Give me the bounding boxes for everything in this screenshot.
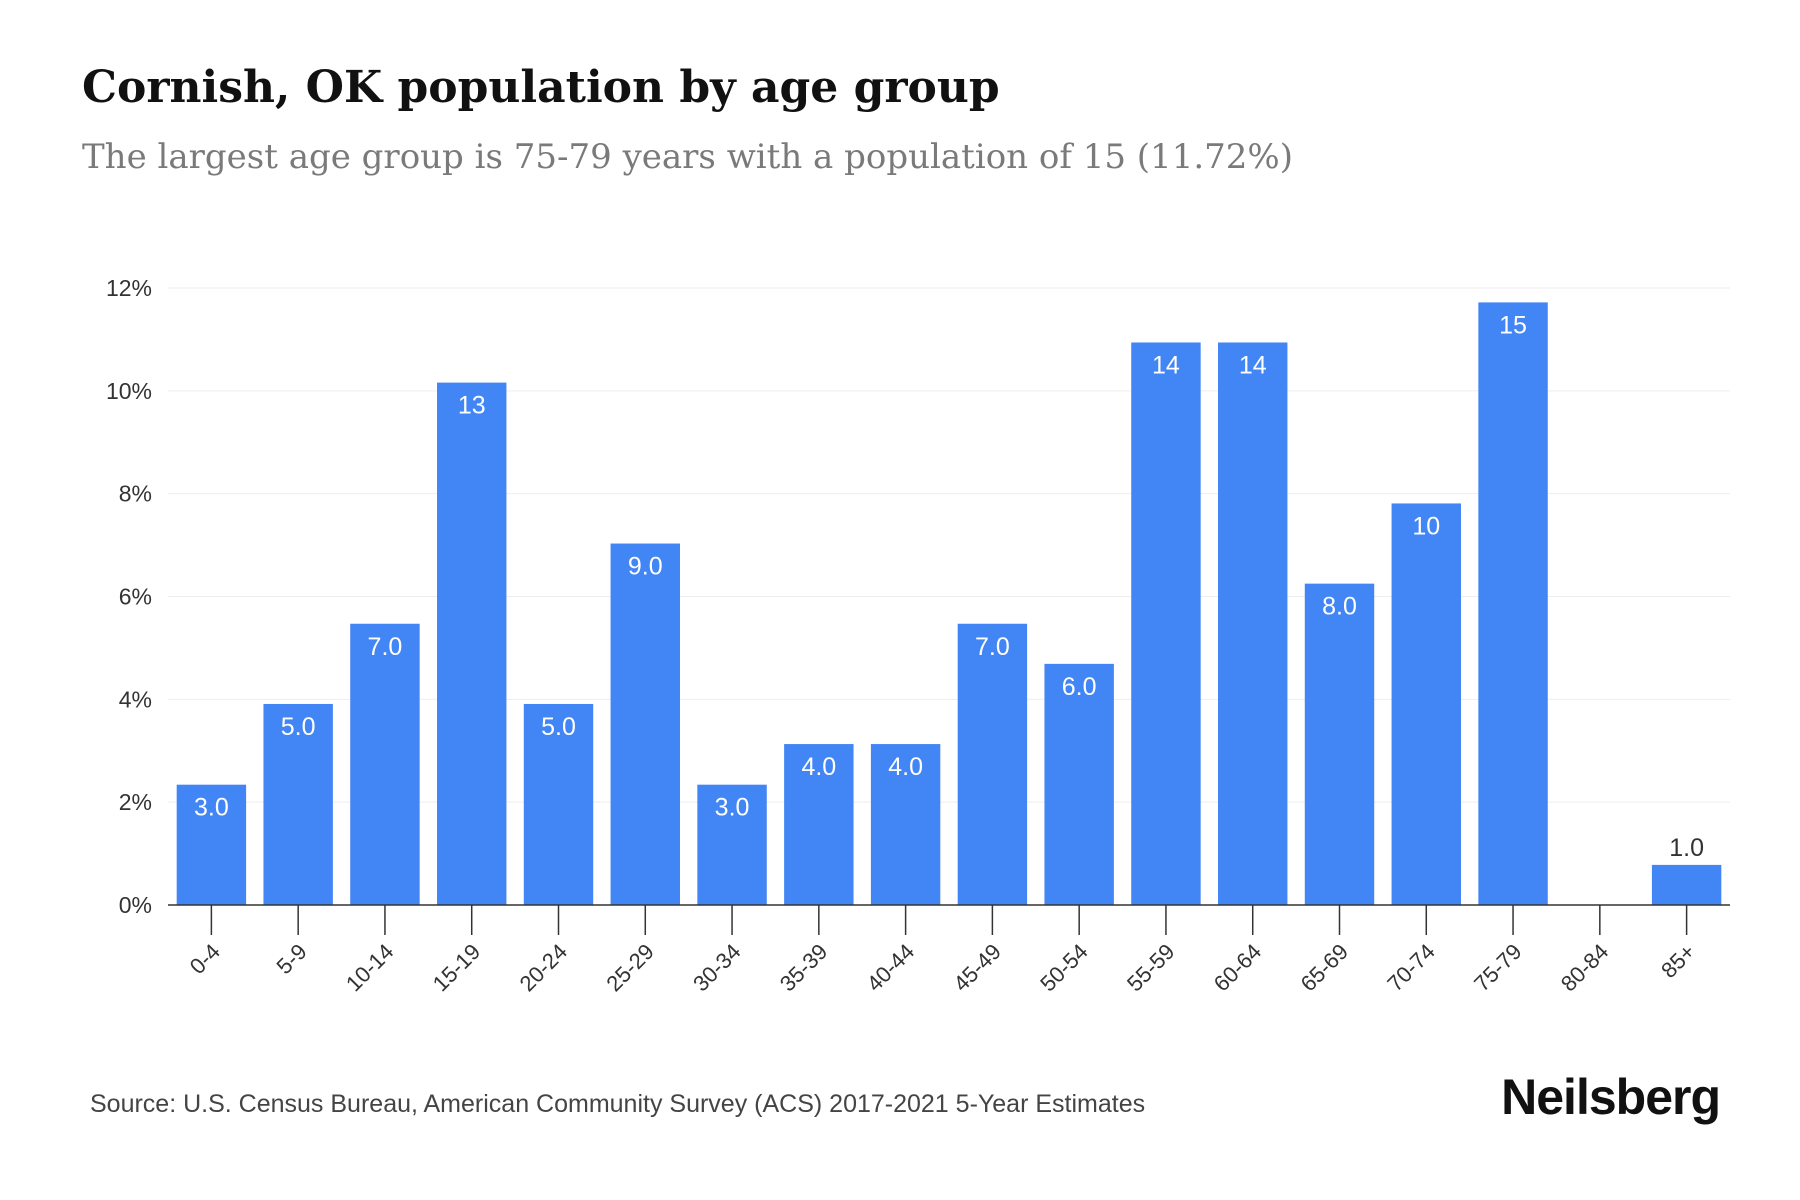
bar-70-74 (1391, 503, 1461, 905)
x-tick-label: 60-64 (1209, 939, 1266, 996)
bar-85+ (1651, 864, 1722, 905)
data-label: 6.0 (1062, 673, 1097, 701)
y-tick-label: 8% (119, 481, 152, 507)
gridlines (168, 287, 1730, 803)
y-tick-label: 4% (119, 686, 152, 712)
data-label: 3.0 (194, 794, 229, 822)
x-tick-label: 80-84 (1556, 939, 1613, 996)
bar-65-69 (1304, 583, 1375, 905)
x-tick-label: 25-29 (601, 939, 658, 996)
bar-10-14 (350, 623, 420, 905)
y-axis: 0% 2% 4% 6% 8% 10% 12% (106, 275, 152, 918)
bar-15-19 (437, 382, 507, 905)
x-tick-label: 70-74 (1382, 939, 1439, 996)
bars (176, 302, 1722, 905)
bar-35-39 (784, 744, 854, 905)
bar-55-59 (1131, 342, 1201, 905)
bar-25-29 (610, 543, 680, 905)
data-label: 4.0 (801, 753, 836, 781)
data-label: 14 (1152, 352, 1180, 380)
data-label: 5.0 (281, 713, 316, 741)
y-tick-label: 0% (119, 892, 152, 918)
x-tick-label: 75-79 (1469, 939, 1526, 996)
data-label: 14 (1239, 352, 1267, 380)
x-tick-label: 85+ (1656, 939, 1700, 983)
x-tick-label: 30-34 (688, 939, 745, 996)
bar-50-54 (1044, 663, 1114, 905)
bar-5-9 (263, 703, 333, 905)
chart-subtitle: The largest age group is 75-79 years wit… (82, 137, 1293, 177)
x-tick-label: 15-19 (428, 939, 485, 996)
x-tick-label: 0-4 (185, 939, 225, 979)
y-tick-label: 2% (119, 789, 152, 815)
bar-75-79 (1478, 302, 1548, 905)
source-note: Source: U.S. Census Bureau, American Com… (90, 1090, 1146, 1118)
bar-chart: 0% 2% 4% 6% 8% 10% 12% 3.0 5.0 7.0 13 5.0 9.0 3.0 4.0… (106, 275, 1730, 996)
y-tick-label: 6% (119, 584, 152, 610)
data-label: 8.0 (1322, 593, 1357, 621)
bar-60-64 (1218, 342, 1288, 905)
x-tick-label: 35-39 (775, 939, 832, 996)
x-axis: 0-4 5-9 10-14 15-19 20-24 25-29 30-34 35-39 40-4… (168, 904, 1730, 996)
data-label: 3.0 (715, 794, 750, 822)
x-tick-label: 10-14 (341, 939, 398, 996)
data-label: 10 (1412, 512, 1440, 540)
bar-0-4 (176, 784, 247, 905)
bar-20-24 (523, 703, 594, 905)
data-label: 15 (1499, 311, 1527, 339)
x-tick-label: 20-24 (515, 939, 572, 996)
x-tick-label: 40-44 (862, 939, 919, 996)
data-label: 7.0 (368, 633, 403, 661)
x-tick-label: 50-54 (1035, 939, 1092, 996)
y-tick-label: 10% (106, 378, 152, 404)
neilsberg-logo: Neilsberg (1501, 1069, 1721, 1125)
x-tick-label: 65-69 (1296, 939, 1353, 996)
data-label: 13 (458, 392, 486, 420)
bar-30-34 (697, 784, 767, 905)
data-label: 5.0 (541, 713, 576, 741)
data-label: 9.0 (628, 553, 663, 581)
data-label: 7.0 (975, 633, 1010, 661)
bar-40-44 (870, 744, 941, 905)
data-label: 1.0 (1669, 834, 1704, 862)
data-labels: 3.0 5.0 7.0 13 5.0 9.0 3.0 4.0 4.0 7.0 6.0 14 14 8.0 1… (194, 311, 1704, 861)
x-tick-label: 5-9 (272, 939, 312, 979)
data-label: 4.0 (888, 753, 923, 781)
x-tick-label: 45-49 (948, 939, 1005, 996)
bar-45-49 (957, 623, 1028, 905)
y-tick-label: 12% (106, 275, 152, 301)
x-tick-label: 55-59 (1122, 939, 1179, 996)
chart-title: Cornish, OK population by age group (82, 62, 1000, 113)
